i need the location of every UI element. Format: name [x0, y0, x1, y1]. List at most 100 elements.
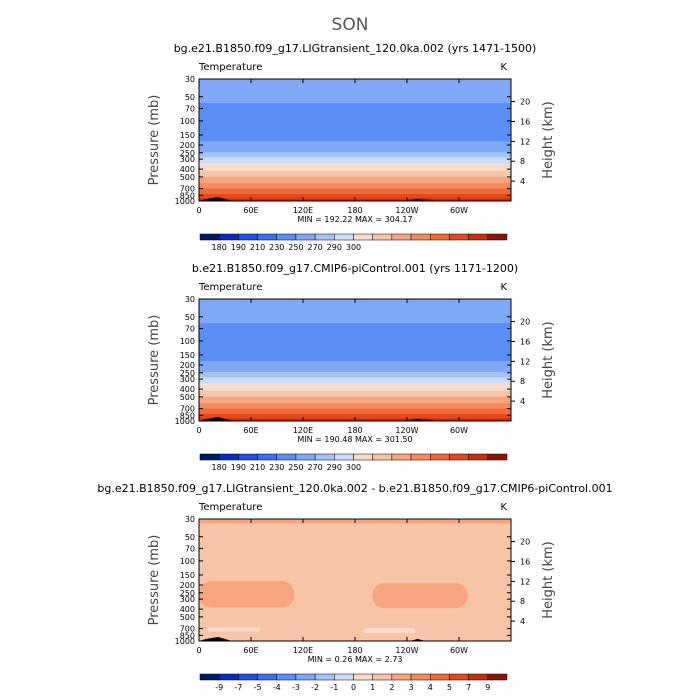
temperature-layer: [199, 403, 511, 410]
x-tick-label: 120E: [293, 426, 313, 435]
colorbar-swatch: [372, 233, 393, 241]
pressure-tick-label: 850: [180, 411, 195, 420]
units-label: K: [500, 502, 507, 513]
colorbar-swatch: [372, 453, 393, 461]
colorbar-swatch: [218, 233, 239, 241]
height-tick-label: 4: [520, 617, 525, 626]
pressure-tick-label: 150: [180, 351, 195, 360]
x-tick-label: 0: [196, 646, 201, 655]
x-tick-label: 120W: [395, 206, 418, 215]
colorbar-swatch: [334, 673, 354, 681]
temperature-layer: [199, 372, 511, 378]
colorbar-swatch: [276, 673, 297, 681]
pressure-tick-label: 100: [180, 557, 195, 566]
colorbar-swatch: [314, 233, 335, 241]
pressure-tick-label: 70: [185, 324, 195, 333]
colorbar-label: 180: [212, 463, 227, 472]
pressure-tick-label: 70: [185, 544, 195, 553]
colorbar-label: 7: [466, 683, 471, 692]
colorbar-swatch: [487, 233, 508, 241]
colorbar-label: -9: [215, 683, 223, 692]
pressure-axis-label: Pressure (mb): [147, 535, 162, 626]
x-tick-label: 60W: [450, 426, 468, 435]
height-tick-label: 4: [520, 397, 525, 406]
colorbar-swatch: [314, 673, 335, 681]
height-tick-label: 20: [520, 538, 530, 547]
height-tick-label: 20: [520, 318, 530, 327]
temperature-layer: [199, 124, 511, 136]
temperature-layer: [199, 176, 511, 184]
height-tick-label: 16: [520, 557, 530, 566]
pressure-tick-label: 250: [180, 369, 195, 378]
panel-title: bg.e21.B1850.f09_g17.LIGtransient_120.0k…: [174, 42, 537, 55]
difference-region: [207, 627, 260, 632]
x-tick-label: 120E: [293, 206, 313, 215]
height-tick-label: 16: [520, 117, 530, 126]
colorbar-swatch: [199, 233, 220, 241]
pressure-tick-label: 300: [180, 155, 195, 164]
pressure-tick-label: 30: [185, 515, 195, 524]
pressure-tick-label: 1000: [175, 417, 195, 426]
pressure-tick-label: 250: [180, 589, 195, 598]
temperature-layer: [199, 141, 511, 149]
pressure-tick-label: 500: [180, 393, 195, 402]
difference-region: [363, 628, 416, 634]
min-max-stats: MIN = 192.22 MAX = 304.17: [297, 215, 412, 224]
panel-1: bg.e21.B1850.f09_g17.LIGtransient_120.0k…: [147, 42, 556, 252]
difference-background: [199, 519, 511, 641]
units-label: K: [500, 282, 507, 293]
pressure-tick-label: 300: [180, 375, 195, 384]
x-tick-label: 60E: [243, 206, 258, 215]
colorbar-label: 250: [288, 463, 303, 472]
pressure-tick-label: 850: [180, 631, 195, 640]
x-tick-label: 60E: [243, 426, 258, 435]
height-tick-label: 12: [520, 357, 530, 366]
x-tick-label: 180: [347, 206, 362, 215]
x-tick-label: 180: [347, 426, 362, 435]
temperature-layer: [199, 134, 511, 142]
pressure-tick-label: 30: [185, 295, 195, 304]
colorbar-label: -2: [311, 683, 319, 692]
height-axis-label: Height (km): [541, 541, 556, 618]
colorbar-label: 290: [327, 243, 342, 252]
colorbar-label: 290: [327, 463, 342, 472]
difference-region: [199, 581, 295, 608]
pressure-tick-label: 100: [180, 117, 195, 126]
height-tick-label: 20: [520, 98, 530, 107]
season-title: SON: [332, 15, 369, 35]
pressure-tick-label: 150: [180, 131, 195, 140]
units-label: K: [500, 62, 507, 73]
colorbar-swatch: [314, 453, 335, 461]
temperature-layer: [199, 170, 511, 178]
x-tick-label: 120W: [395, 646, 418, 655]
colorbar-label: 300: [346, 243, 361, 252]
height-tick-label: 8: [520, 157, 525, 166]
temperature-layer: [199, 361, 511, 369]
min-max-stats: MIN = 190.48 MAX = 301.50: [297, 435, 412, 444]
temperature-layer: [199, 157, 511, 164]
min-max-stats: MIN = 0.26 MAX = 2.73: [308, 655, 403, 664]
colorbar-label: 250: [288, 243, 303, 252]
colorbar-swatch: [353, 233, 373, 241]
x-tick-label: 120E: [293, 646, 313, 655]
colorbar-swatch: [276, 453, 297, 461]
colorbar-swatch: [468, 233, 489, 241]
temperature-layer: [199, 163, 511, 172]
variable-label: Temperature: [198, 282, 262, 293]
height-tick-label: 16: [520, 337, 530, 346]
height-tick-label: 4: [520, 177, 525, 186]
colorbar-label: -3: [292, 683, 300, 692]
colorbar-swatch: [372, 673, 393, 681]
temperature-layer: [199, 194, 511, 199]
colorbar-swatch: [238, 233, 258, 241]
colorbar-swatch: [487, 453, 508, 461]
colorbar-label: 5: [447, 683, 452, 692]
terrain-mask: [199, 197, 232, 201]
colorbar-label: 210: [250, 243, 265, 252]
plot-area: [199, 519, 511, 641]
colorbar-label: 190: [231, 463, 246, 472]
colorbar-swatch: [353, 453, 373, 461]
temperature-layer: [199, 408, 511, 415]
temperature-layer: [199, 390, 511, 398]
colorbar-label: 9: [485, 683, 490, 692]
